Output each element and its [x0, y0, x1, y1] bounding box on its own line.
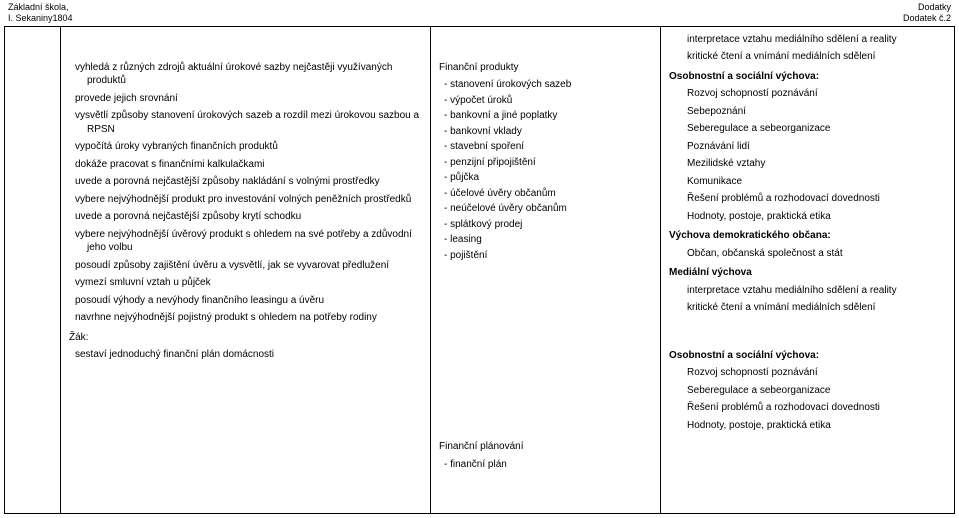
outcome-item: uvede a porovná nejčastější způsoby nakl… [69, 175, 422, 189]
crosscut-title: Výchova demokratického občana: [669, 229, 946, 243]
zak-label: Žák: [69, 331, 422, 345]
column-crosscut: interpretace vztahu mediálního sdělení a… [661, 27, 954, 513]
header-right: Dodatky Dodatek č.2 [903, 2, 951, 24]
crosscut-item: Mezilidské vztahy [669, 157, 946, 171]
outcome-item: uvede a porovná nejčastější způsoby kryt… [69, 210, 422, 224]
crosscut-item: Seberegulace a sebeorganizace [669, 122, 946, 136]
topic-bullet: - penzijní připojištění [439, 156, 652, 170]
outcome-item: vymezí smluvní vztah u půjček [69, 276, 422, 290]
crosscut-item: Hodnoty, postoje, praktická etika [669, 210, 946, 224]
topic-heading: Finanční produkty [439, 61, 652, 75]
column-outcomes: vyhledá z různých zdrojů aktuální úrokov… [61, 27, 431, 513]
outcome-item: vysvětlí způsoby stanovení úrokových saz… [69, 109, 422, 136]
column-topics: Finanční produkty - stanovení úrokových … [431, 27, 661, 513]
topic-bullet: - stavební spoření [439, 140, 652, 154]
page-header: Základní škola, I. Sekaniny1804 Dodatky … [0, 0, 959, 24]
crosscut-line: kritické čtení a vnímání mediálních sděl… [669, 50, 946, 64]
topic-bullet: - bankovní vklady [439, 125, 652, 139]
topic-bullet: - výpočet úroků [439, 94, 652, 108]
outcome-item: provede jejich srovnání [69, 92, 422, 106]
outcome-item: navrhne nejvýhodnější pojistný produkt s… [69, 311, 422, 325]
topic-bullet: - účelové úvěry občanům [439, 187, 652, 201]
header-school-addr: I. Sekaniny1804 [8, 13, 73, 24]
crosscut-title: Osobnostní a sociální výchova: [669, 70, 946, 84]
topic-bullet: - leasing [439, 233, 652, 247]
crosscut-item: Poznávání lidí [669, 140, 946, 154]
outcome-item: vybere nejvýhodnější produkt pro investo… [69, 193, 422, 207]
crosscut-item: Sebepoznání [669, 105, 946, 119]
column-1-empty [5, 27, 61, 513]
crosscut-item: Občan, občanská společnost a stát [669, 247, 946, 261]
outcome-item: vyhledá z různých zdrojů aktuální úrokov… [69, 61, 422, 88]
header-left: Základní škola, I. Sekaniny1804 [8, 2, 73, 24]
header-dodatky: Dodatky [903, 2, 951, 13]
curriculum-table: vyhledá z různých zdrojů aktuální úrokov… [4, 26, 955, 514]
crosscut-item: Rozvoj schopností poznávání [669, 87, 946, 101]
topic-bullet: - neúčelové úvěry občanům [439, 202, 652, 216]
crosscut-item: Komunikace [669, 175, 946, 189]
crosscut-item: Rozvoj schopností poznávání [669, 366, 946, 380]
topic-bullet: - finanční plán [439, 458, 652, 472]
outcome-item: vypočítá úroky vybraných finančních prod… [69, 140, 422, 154]
crosscut-item: Seberegulace a sebeorganizace [669, 384, 946, 398]
topic-bullet: - stanovení úrokových sazeb [439, 78, 652, 92]
topic-heading: Finanční plánování [439, 440, 652, 454]
outcome-item: posoudí způsoby zajištění úvěru a vysvět… [69, 259, 422, 273]
topic-bullet: - půjčka [439, 171, 652, 185]
outcome-item: vybere nejvýhodnější úvěrový produkt s o… [69, 228, 422, 255]
crosscut-item: kritické čtení a vnímání mediálních sděl… [669, 301, 946, 315]
crosscut-line: interpretace vztahu mediálního sdělení a… [669, 33, 946, 47]
crosscut-item: interpretace vztahu mediálního sdělení a… [669, 284, 946, 298]
outcome-item: posoudí výhody a nevýhody finančního lea… [69, 294, 422, 308]
crosscut-item: Řešení problémů a rozhodovací dovednosti [669, 401, 946, 415]
topic-bullet: - pojištění [439, 249, 652, 263]
crosscut-title: Mediální výchova [669, 266, 946, 280]
outcome-item: dokáže pracovat s finančními kalkulačkam… [69, 158, 422, 172]
crosscut-title: Osobnostní a sociální výchova: [669, 349, 946, 363]
topic-bullet: - bankovní a jiné poplatky [439, 109, 652, 123]
topic-bullet: - splátkový prodej [439, 218, 652, 232]
crosscut-item: Hodnoty, postoje, praktická etika [669, 419, 946, 433]
header-school-name: Základní škola, [8, 2, 73, 13]
zak-item: sestaví jednoduchý finanční plán domácno… [69, 348, 422, 362]
crosscut-item: Řešení problémů a rozhodovací dovednosti [669, 192, 946, 206]
header-dodatek-num: Dodatek č.2 [903, 13, 951, 24]
